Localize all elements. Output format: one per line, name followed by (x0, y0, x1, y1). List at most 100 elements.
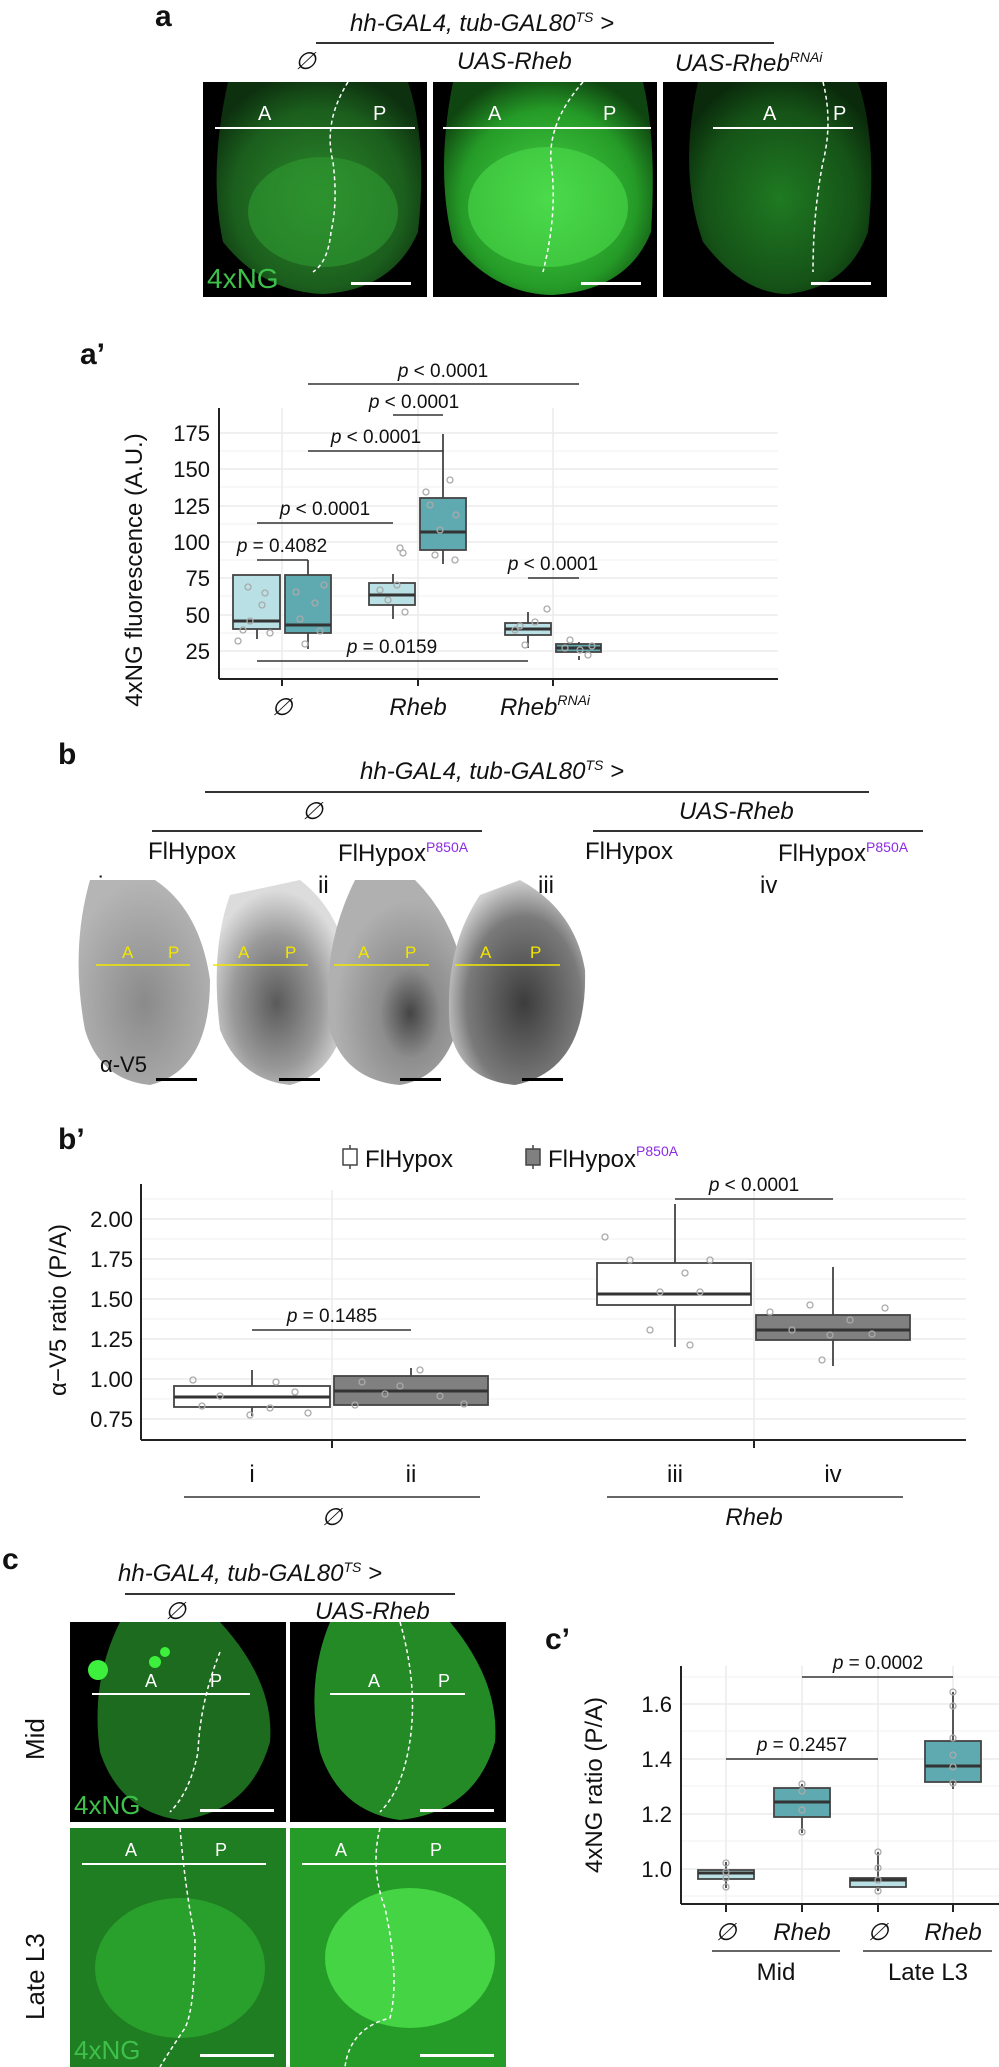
jitter-points (189, 1233, 889, 1419)
svg-text:p < 0.0001: p < 0.0001 (330, 427, 421, 448)
box-p-control (284, 560, 332, 649)
col-label-c-0: ∅ (165, 1598, 186, 1625)
svg-text:175: 175 (173, 421, 210, 446)
svg-text:i: i (249, 1461, 254, 1488)
svg-text:Rheb: Rheb (389, 694, 446, 721)
svg-text:P: P (215, 1840, 227, 1860)
svg-text:1.2: 1.2 (641, 1802, 672, 1827)
scale-bar (581, 282, 641, 285)
panel-label-c: c (2, 1543, 19, 1576)
driver-label-a: hh-GAL4, tub-GAL80TS > (350, 10, 614, 36)
svg-text:A: A (125, 1840, 137, 1860)
svg-text:50: 50 (186, 603, 210, 628)
driver-label-c: hh-GAL4, tub-GAL80TS > (118, 1560, 382, 1586)
svg-text:Late L3: Late L3 (888, 1959, 968, 1986)
svg-text:∅: ∅ (868, 1919, 890, 1946)
col-label-text: FlHypox (778, 840, 867, 867)
legend-b-prime: FlHypox FlHypoxP850A (342, 1143, 679, 1173)
p-values: p = 0.1485 p < 0.0001 (286, 1175, 799, 1327)
box-i (173, 1370, 331, 1416)
svg-text:A: A (488, 103, 502, 125)
svg-text:A: A (763, 103, 777, 125)
svg-text:1.75: 1.75 (90, 1247, 133, 1272)
svg-text:FlHypoxP850A: FlHypoxP850A (548, 1143, 679, 1173)
p-values: p = 0.4082 p < 0.0001 p < 0.0001 p < 0.0… (236, 361, 598, 658)
stain-label-4xng: 4xNG (74, 1790, 141, 1820)
axes (680, 1666, 999, 1912)
svg-text:Mid: Mid (757, 1959, 796, 1986)
chart-b-prime: FlHypox FlHypoxP850A 0.75 1.00 1.25 1.50 1.… (45, 1143, 966, 1531)
scale-bar (351, 282, 411, 285)
svg-text:iii: iii (667, 1461, 683, 1488)
y-axis-title: α−V5 ratio (P/A) (45, 1224, 72, 1396)
svg-text:p < 0.0001: p < 0.0001 (279, 499, 370, 520)
svg-text:iv: iv (824, 1461, 841, 1488)
svg-text:A: A (258, 103, 272, 125)
col-label-b-0: FlHypox (148, 838, 237, 865)
roman-ii: ii (318, 872, 329, 899)
svg-text:p = 0.1485: p = 0.1485 (286, 1306, 377, 1327)
row-label-text: Late L3 (20, 1933, 50, 2020)
group-labels: ∅ Rheb (322, 1504, 783, 1531)
svg-text:A: A (122, 943, 134, 962)
stain-label-4xng: 4xNG (207, 263, 279, 294)
axes (140, 1184, 966, 1448)
group-labels: Mid Late L3 (757, 1959, 968, 1986)
svg-text:75: 75 (186, 566, 210, 591)
box-mid-rheb (773, 1784, 831, 1833)
svg-text:125: 125 (173, 494, 210, 519)
chart-c-prime: 1.0 1.2 1.4 1.6 4xNG ratio (P/A) p = 0.2457… (581, 1653, 999, 1986)
svg-text:Rheb: Rheb (773, 1919, 830, 1946)
svg-text:p = 0.0002: p = 0.0002 (832, 1653, 923, 1674)
y-ticks: 1.0 1.2 1.4 1.6 (641, 1692, 672, 1882)
driver-label-b: hh-GAL4, tub-GAL80TS > (360, 758, 624, 784)
driver-bracket-b (205, 791, 869, 793)
gridlines (219, 408, 778, 679)
scale-bar (200, 1809, 274, 1812)
svg-text:Rheb: Rheb (725, 1504, 782, 1531)
panel-label-b: b (58, 738, 77, 771)
group-label-b-1: UAS-Rheb (679, 798, 794, 825)
svg-text:1.25: 1.25 (90, 1327, 133, 1352)
col-label-text: UAS-Rheb (675, 50, 790, 77)
y-axis-title: 4xNG fluorescence (A.U.) (121, 433, 148, 706)
jitter-points (234, 476, 596, 659)
svg-text:RhebRNAi: RhebRNAi (500, 692, 591, 721)
col-label-a-1: UAS-Rheb (457, 48, 572, 75)
box-iii (596, 1204, 752, 1347)
driver-text: hh-GAL4, tub-GAL80 (118, 1560, 344, 1587)
svg-text:2.00: 2.00 (90, 1207, 133, 1232)
col-label-sup: RNAi (789, 49, 823, 65)
svg-text:P: P (373, 103, 386, 125)
driver-suffix: > (593, 10, 615, 37)
roman-iv: iv (760, 872, 778, 899)
axes (218, 408, 778, 686)
chart-a-prime: 25 50 75 100 125 150 175 4xNG fluorescence (A… (121, 361, 778, 721)
col-label-text: FlHypox (338, 840, 427, 867)
driver-text: hh-GAL4, tub-GAL80 (350, 10, 576, 37)
driver-sup: TS (585, 757, 604, 773)
svg-text:A: A (368, 1671, 380, 1691)
scale-bar (200, 2054, 274, 2057)
y-ticks: 0.75 1.00 1.25 1.50 1.75 2.00 (90, 1207, 133, 1432)
x-ticks: ∅ Rheb ∅ Rheb (716, 1919, 982, 1946)
significance-brackets (726, 1676, 953, 1760)
driver-bracket-a (316, 42, 774, 44)
row-label-mid: Mid (20, 1718, 51, 1760)
svg-text:p = 0.0159: p = 0.0159 (346, 637, 437, 658)
svg-text:100: 100 (173, 530, 210, 555)
svg-text:P: P (833, 103, 846, 125)
roman-iii: iii (538, 872, 554, 899)
svg-text:A: A (358, 943, 370, 962)
stain-label-4xng: 4xNG (74, 2035, 141, 2065)
svg-text:25: 25 (186, 639, 210, 664)
